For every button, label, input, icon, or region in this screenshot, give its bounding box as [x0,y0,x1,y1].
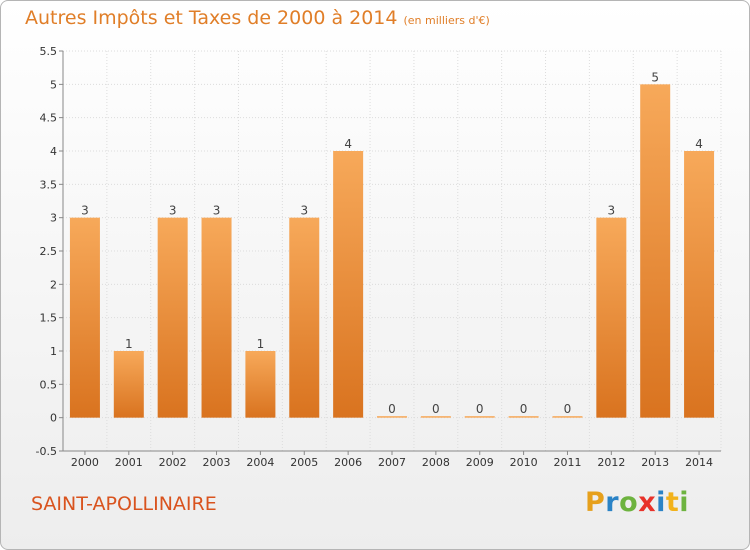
data-label-2007: 0 [388,402,396,416]
y-tick-label: 0 [50,412,57,425]
y-tick-label: 1 [50,345,57,358]
x-tick-label-2010: 2010 [510,456,538,469]
data-label-2012: 3 [608,204,616,218]
data-label-2011: 0 [564,402,572,416]
bar-2004 [245,351,276,418]
proxiti-logo: Proxiti [585,487,690,518]
bar-2006 [333,151,364,418]
title-unit: (en milliers d'€) [403,14,490,27]
x-tick-label-2008: 2008 [422,456,450,469]
x-axis: 2000 2001 2002 2003 2004 2005 2006 2007 2008 2009… [71,451,713,469]
y-tick-label: 1.5 [40,312,58,325]
x-tick-label-2005: 2005 [290,456,318,469]
y-tick-label: 3.5 [40,178,58,191]
y-tick-label: 0.5 [40,378,58,391]
y-tick-label: 4.5 [40,112,58,125]
bar-2012 [596,217,627,418]
bar-2005 [289,217,320,418]
bar-2010 [508,416,539,418]
bar-2013 [640,84,671,418]
data-label-2004: 1 [257,337,265,351]
data-label-2013: 5 [651,70,659,84]
y-tick-label: 4 [50,145,57,158]
data-label-2001: 1 [125,337,133,351]
x-tick-label-2013: 2013 [641,456,669,469]
data-label-2010: 0 [520,402,528,416]
y-tick-label: 2.5 [40,245,58,258]
bar-2014 [684,151,715,418]
bar-2000 [69,217,100,418]
x-tick-label-2012: 2012 [597,456,625,469]
y-tick-label: 5 [50,78,57,91]
y-tick-label: -0.5 [36,445,57,458]
grid-lines [62,50,722,452]
x-tick-label-2014: 2014 [685,456,713,469]
y-tick-label: 2 [50,278,57,291]
y-tick-label: 3 [50,212,57,225]
bar-2002 [157,217,188,418]
data-label-2002: 3 [169,204,177,218]
data-label-2009: 0 [476,402,484,416]
chart-title: Autres Impôts et Taxes de 2000 à 2014 (en… [25,7,490,29]
bar-2007 [377,416,407,418]
data-labels: 3 1 3 3 1 3 4 0 0 0 0 0 3 5 4 [81,70,703,416]
bar-2009 [464,416,495,418]
x-tick-label-2001: 2001 [115,456,143,469]
commune-name: SAINT-APOLLINAIRE [31,493,217,515]
x-tick-label-2000: 2000 [71,456,99,469]
bar-2008 [420,416,451,418]
x-tick-label-2007: 2007 [378,456,406,469]
data-label-2003: 3 [213,204,221,218]
x-tick-label-2003: 2003 [203,456,231,469]
data-label-2008: 0 [432,402,440,416]
x-tick-label-2009: 2009 [466,456,494,469]
x-tick-label-2004: 2004 [246,456,274,469]
bar-2001 [113,351,144,418]
bars [69,84,715,418]
data-label-2000: 3 [81,204,89,218]
bar-2011 [552,416,583,418]
x-tick-label-2006: 2006 [334,456,362,469]
x-tick-label-2002: 2002 [159,456,187,469]
data-label-2006: 4 [344,137,352,151]
x-tick-label-2011: 2011 [553,456,581,469]
bar-2003 [201,217,232,418]
data-label-2014: 4 [695,137,703,151]
data-label-2005: 3 [300,204,308,218]
title-text: Autres Impôts et Taxes de 2000 à 2014 [25,7,398,29]
y-tick-label: 5.5 [40,45,58,58]
